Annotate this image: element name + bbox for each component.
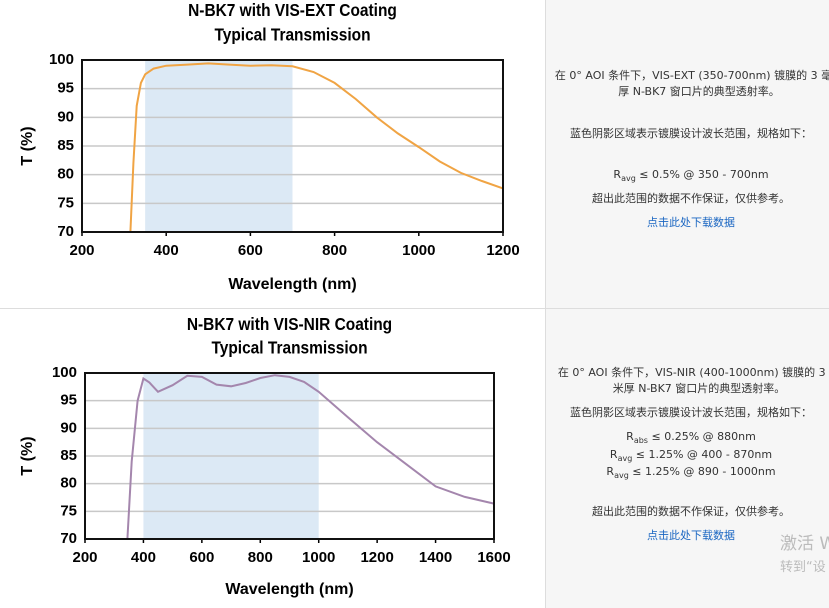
y-axis-label: T (%) [19,436,36,475]
y-axis-label: T (%) [19,126,36,165]
spec: Ravg ≤ 1.25% @ 400 - 870nm [546,447,829,467]
description: 在 0° AOI 条件下，VIS-NIR (400-1000nm) 镀膜的 3 … [557,366,829,395]
chart-subtitle: Typical Transmission [211,338,367,358]
x-tick-label: 600 [189,549,214,566]
x-tick-label: 1200 [360,549,393,566]
y-tick-label: 75 [57,194,74,211]
x-tick-label: 400 [154,242,179,259]
y-tick-label: 100 [49,51,74,68]
divider [545,0,546,608]
download-link[interactable]: 点击此处下载数据 [647,529,735,542]
spec-symbol: R [609,448,618,461]
chart: N-BK7 with VIS-NIR Coating Typical Transm… [19,314,510,599]
watermark: 转到“设 [780,560,826,575]
y-tick-label: 95 [60,392,77,409]
y-tick-label: 75 [60,502,77,519]
range-intro: 蓝色阴影区域表示镀膜设计波长范围，规格如下： [570,127,812,140]
x-tick-label: 200 [69,242,94,259]
y-tick-label: 95 [57,80,74,97]
x-tick-label: 600 [238,242,263,259]
y-tick-label: 90 [57,108,74,125]
spec: Ravg ≤ 0.5% @ 350 - 700nm [546,167,829,187]
spec-subscript: abs [633,436,648,446]
x-tick-label: 800 [322,242,347,259]
x-tick-label: 200 [72,549,97,566]
spec-text: ≤ 1.25% @ 400 - 870nm [635,448,773,461]
download-link[interactable]: 点击此处下载数据 [647,216,735,229]
chart-subtitle: Typical Transmission [214,25,370,45]
x-axis-label: Wavelength (nm) [228,276,356,293]
x-tick-label: 1200 [486,242,519,259]
disclaimer: 超出此范围的数据不作保证，仅供参考。 [592,505,790,518]
y-tick-label: 85 [60,447,77,464]
chart-title: N-BK7 with VIS-NIR Coating [187,314,392,334]
x-tick-label: 1000 [302,549,335,566]
x-tick-label: 1600 [477,549,510,566]
description: 在 0° AOI 条件下，VIS-EXT (350-700nm) 镀膜的 3 毫… [554,69,829,98]
data-line [129,62,504,233]
notes-panel: 在 0° AOI 条件下，VIS-EXT (350-700nm) 镀膜的 3 毫… [546,0,829,308]
y-tick-label: 70 [60,530,77,547]
spec-subscript: avg [614,471,629,481]
x-tick-label: 400 [131,549,156,566]
spec: Ravg ≤ 1.25% @ 890 - 1000nm [546,464,829,484]
spec: Rabs ≤ 0.25% @ 880nm [546,429,829,449]
x-axis-label: Wavelength (nm) [225,581,353,598]
spec-symbol: R [606,465,615,478]
divider [0,308,829,309]
x-tick-label: 800 [248,549,273,566]
plot-border [84,372,495,540]
x-tick-label: 1400 [419,549,452,566]
spec-symbol: R [613,168,622,181]
chart: N-BK7 with VIS-EXT Coating Typical Transm… [19,0,519,293]
y-tick-label: 90 [60,419,77,436]
y-tick-label: 70 [57,223,74,240]
x-tick-label: 1000 [402,242,435,259]
spec-symbol: R [626,430,634,443]
y-tick-label: 85 [57,137,74,154]
disclaimer: 超出此范围的数据不作保证，仅供参考。 [592,192,790,205]
y-tick-label: 80 [60,475,77,492]
y-tick-label: 100 [52,364,77,381]
watermark: 激活 W [780,534,829,554]
spec-text: ≤ 0.25% @ 880nm [651,430,756,443]
spec-text: ≤ 1.25% @ 890 - 1000nm [632,465,776,478]
notes-panel: 在 0° AOI 条件下，VIS-NIR (400-1000nm) 镀膜的 3 … [546,309,829,608]
data-line [126,374,495,540]
plot-border [81,59,504,233]
y-tick-label: 80 [57,166,74,183]
spec-text: ≤ 0.5% @ 350 - 700nm [639,168,769,181]
chart-title: N-BK7 with VIS-EXT Coating [188,0,397,20]
spec-subscript: avg [617,454,633,464]
spec-subscript: avg [621,174,636,184]
range-intro: 蓝色阴影区域表示镀膜设计波长范围，规格如下： [570,406,812,419]
